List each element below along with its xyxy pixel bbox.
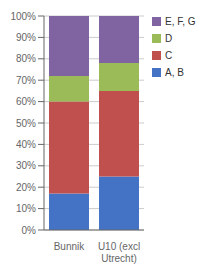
html-text:C: C: [165, 50, 173, 61]
svg-text:40%: 40%: [16, 139, 36, 150]
svg-text:U10 (exclUtrecht): U10 (exclUtrecht): [98, 241, 140, 264]
svg-text:0%: 0%: [22, 225, 37, 236]
svg-text:80%: 80%: [16, 53, 36, 64]
html-text:A, B: A, B: [165, 67, 184, 78]
svg-text:Bunnik: Bunnik: [54, 241, 86, 252]
svg-text:30%: 30%: [16, 160, 36, 171]
svg-text:60%: 60%: [16, 96, 36, 107]
svg-text:70%: 70%: [16, 75, 36, 86]
svg-text:50%: 50%: [16, 118, 36, 129]
html-text:D: D: [165, 33, 173, 44]
html-text:E, F, G: E, F, G: [165, 16, 196, 27]
svg-text:20%: 20%: [16, 182, 36, 193]
svg-text:100%: 100%: [10, 11, 36, 22]
svg-text:90%: 90%: [16, 32, 36, 43]
svg-text:10%: 10%: [16, 203, 36, 214]
